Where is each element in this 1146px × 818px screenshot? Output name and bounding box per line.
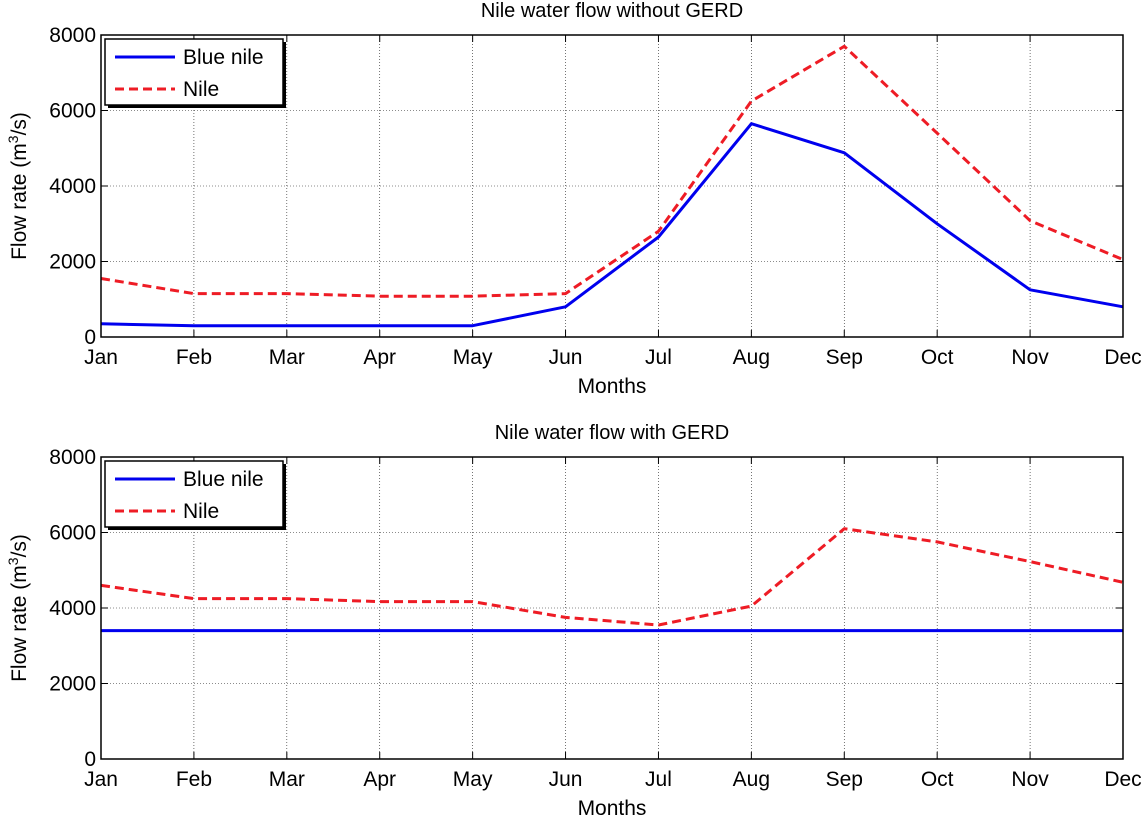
x-tick-label: Jul	[645, 346, 672, 369]
series-line-blue-nile	[100, 122, 1124, 328]
chart-title: Nile water flow with GERD	[495, 422, 730, 444]
y-axis-label-main: Flow rate (m	[8, 565, 31, 682]
x-tick-label: May	[453, 768, 493, 791]
x-tick-label: Oct	[921, 346, 954, 369]
y-tick-label: 6000	[49, 100, 96, 123]
x-tick-label: Sep	[826, 346, 863, 369]
y-axis-label-tail: /s)	[8, 534, 31, 557]
x-tick-label: Nov	[1011, 768, 1049, 791]
x-tick-label: Jun	[549, 768, 583, 791]
series-line-nile	[100, 527, 1124, 627]
x-tick-label: Feb	[176, 346, 212, 369]
legend-entry: Blue nile	[183, 46, 264, 69]
y-axis-label: Flow rate (m3/s)	[5, 534, 31, 682]
x-axis-label: Months	[578, 797, 647, 818]
chart-title: Nile water flow without GERD	[481, 0, 743, 22]
y-tick-label: 2000	[49, 251, 96, 274]
y-tick-label: 4000	[49, 175, 96, 198]
x-tick-label: May	[453, 346, 493, 369]
legend: Blue nile Nile	[104, 38, 286, 108]
y-tick-label: 4000	[49, 597, 96, 620]
y-tick-label: 0	[84, 326, 96, 349]
chart-panel-1: Jan Feb Mar Apr May Jun Jul Aug Sep Oct Nov Dec 0 200…	[5, 0, 1142, 398]
x-tick-label: Dec	[1104, 768, 1141, 791]
x-tick-label: Mar	[269, 346, 305, 369]
x-tick-label: Aug	[733, 346, 770, 369]
y-axis-label-main: Flow rate (m	[8, 143, 31, 260]
x-tick-label: Mar	[269, 768, 305, 791]
x-tick-label: Feb	[176, 768, 212, 791]
x-tick-label: Dec	[1104, 346, 1141, 369]
chart-panel-2: Jan Feb Mar Apr May Jun Jul Aug Sep Oct Nov Dec 0 200…	[5, 422, 1142, 818]
axes-frame	[100, 34, 1124, 338]
y-tick-label: 0	[84, 748, 96, 771]
x-tick-label: Jan	[84, 768, 118, 791]
legend-entry: Nile	[183, 500, 219, 523]
x-axis-label: Months	[578, 375, 647, 398]
axes-frame	[100, 456, 1124, 760]
x-tick-label: Jun	[549, 346, 583, 369]
x-tick-label: Sep	[826, 768, 863, 791]
x-tick-label: Apr	[363, 346, 396, 369]
x-tick-label: Nov	[1011, 346, 1049, 369]
legend: Blue nile Nile	[104, 460, 286, 530]
y-axis-label-tail: /s)	[8, 112, 31, 135]
gridlines	[101, 457, 1123, 759]
y-tick-label: 8000	[49, 446, 96, 469]
legend-box	[104, 38, 284, 106]
x-tick-label: Jul	[645, 768, 672, 791]
x-tick-label: Oct	[921, 768, 954, 791]
legend-entry: Blue nile	[183, 468, 264, 491]
y-tick-label: 6000	[49, 522, 96, 545]
x-tick-label: Aug	[733, 768, 770, 791]
legend-box	[104, 460, 284, 528]
y-axis-label-sup: 3	[5, 557, 21, 565]
y-axis-label: Flow rate (m3/s)	[5, 112, 31, 260]
series-line-nile	[100, 44, 1124, 298]
y-tick-label: 8000	[49, 24, 96, 47]
y-axis-label-sup: 3	[5, 135, 21, 143]
legend-entry: Nile	[183, 78, 219, 101]
y-tick-label: 2000	[49, 673, 96, 696]
x-tick-label: Apr	[363, 768, 396, 791]
x-tick-label: Jan	[84, 346, 118, 369]
